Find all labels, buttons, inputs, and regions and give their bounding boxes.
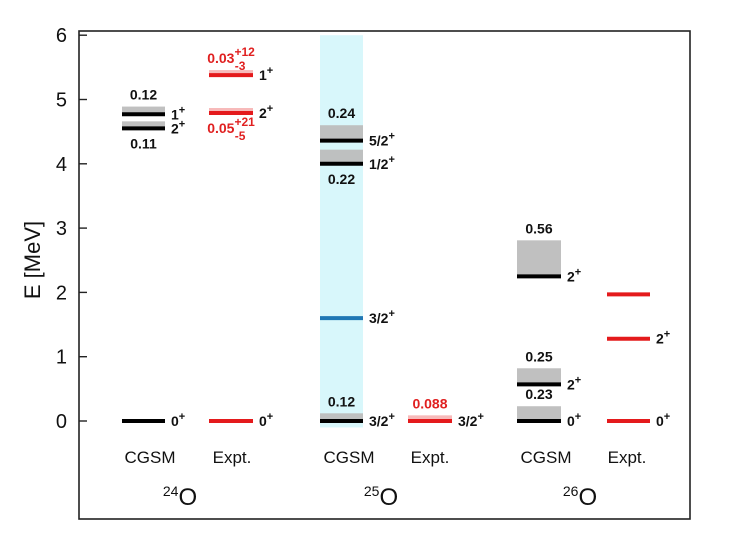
spin-label: 2+	[656, 329, 670, 347]
y-tick-label: 0	[56, 411, 67, 433]
y-tick-label: 6	[56, 25, 67, 47]
width-band	[517, 406, 561, 421]
width-band	[320, 413, 363, 421]
spin-label: 2+	[171, 118, 185, 136]
width-label: 0.22	[328, 171, 355, 187]
spin-label: 0+	[259, 411, 273, 429]
background-bands	[320, 35, 363, 428]
spin-label: 0+	[171, 411, 185, 429]
y-tick-label: 2	[56, 282, 67, 304]
spin-label: 5/2+	[369, 131, 395, 149]
axes: E [MeV] 0 1 2 3 4 5 6	[20, 25, 691, 520]
width-label: 0.56	[525, 220, 552, 236]
width-band	[122, 121, 165, 129]
width-label: 0.12	[328, 393, 355, 409]
levels	[122, 70, 650, 423]
width-band	[209, 108, 253, 114]
spin-label: 3/2+	[458, 411, 484, 429]
column-label: CGSM	[125, 448, 176, 467]
y-tick-label: 5	[56, 90, 67, 112]
width-band	[320, 125, 363, 141]
y-tick-label: 1	[56, 347, 67, 369]
spin-label: 1/2+	[369, 154, 395, 172]
spin-label: 0+	[567, 411, 581, 429]
width-band	[122, 106, 165, 115]
y-axis-label: E [MeV]	[20, 221, 45, 299]
width-band	[517, 368, 561, 385]
width-label: 0.03+12 -3	[207, 45, 255, 73]
column-label: CGSM	[324, 448, 375, 467]
width-label: 0.11	[130, 135, 157, 151]
width-band	[320, 149, 363, 164]
width-label: 0.088	[412, 395, 447, 411]
nucleus-label: 24O	[163, 483, 197, 511]
y-tick-label: 4	[56, 154, 67, 176]
width-label: 0.23	[525, 386, 552, 402]
column-label: Expt.	[411, 448, 450, 467]
spin-label: 3/2+	[369, 308, 395, 326]
nucleus-label: 25O	[364, 483, 398, 511]
width-label: 0.25	[525, 348, 552, 364]
spin-label: 2+	[567, 374, 581, 392]
width-label: 0.12	[130, 87, 157, 103]
highlight-band-25o	[320, 35, 363, 428]
column-label: CGSM	[521, 448, 572, 467]
width-label: 0.24	[328, 105, 355, 121]
spin-label: 3/2+	[369, 411, 395, 429]
spin-label: 1+	[171, 104, 185, 122]
spin-label: 2+	[259, 103, 273, 121]
y-tick-label: 3	[56, 218, 67, 240]
width-label: 0.05+21 -5	[207, 115, 255, 143]
width-band	[408, 415, 452, 421]
spin-label: 1+	[259, 65, 273, 83]
width-band	[517, 240, 561, 277]
column-label: Expt.	[213, 448, 252, 467]
nucleus-label: 26O	[563, 483, 597, 511]
width-band	[209, 70, 253, 76]
column-label: Expt.	[608, 448, 647, 467]
spin-label: 0+	[656, 411, 670, 429]
spin-label: 2+	[567, 266, 581, 284]
plot-frame	[78, 30, 691, 520]
